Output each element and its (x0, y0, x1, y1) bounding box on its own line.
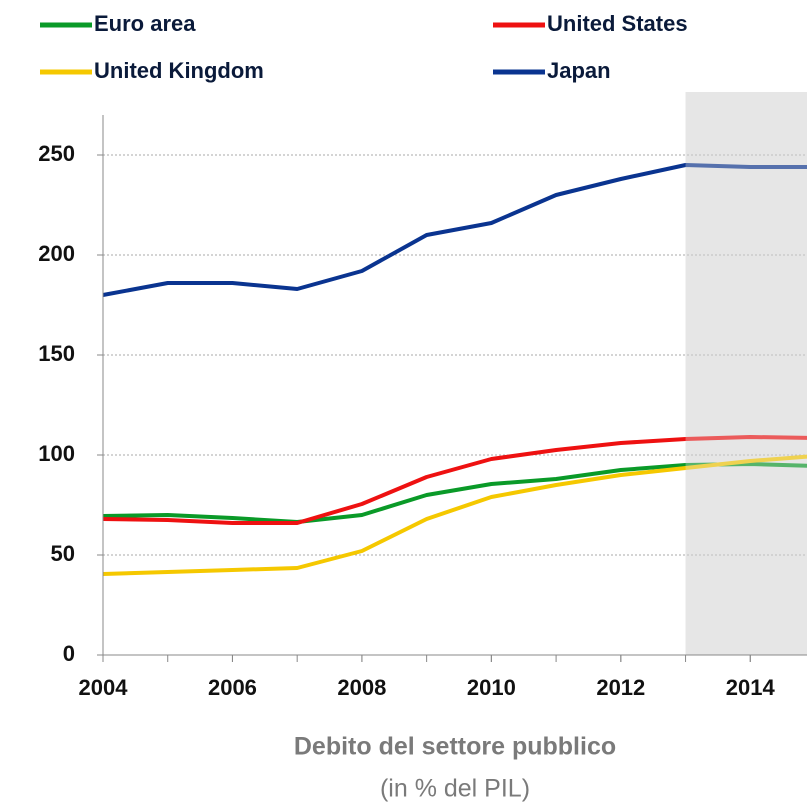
y-tick-label: 150 (38, 341, 75, 366)
x-tick-label: 2008 (337, 675, 386, 700)
x-tick-label: 2010 (467, 675, 516, 700)
legend-label: United Kingdom (94, 58, 264, 83)
forecast-region (685, 92, 807, 655)
series-line (102, 454, 807, 576)
x-tick-label: 2012 (596, 675, 645, 700)
y-tick-label: 50 (51, 541, 75, 566)
series-line (102, 163, 807, 297)
lines (102, 163, 807, 576)
y-tick-label: 200 (38, 241, 75, 266)
y-tick-label: 100 (38, 441, 75, 466)
y-tick-label: 250 (38, 141, 75, 166)
chart-title: Debito del settore pubblico (294, 733, 616, 761)
legend-label: United States (547, 11, 688, 36)
legend-label: Euro area (94, 11, 196, 36)
series-line (102, 435, 807, 525)
forecast-overlay (685, 92, 807, 655)
legend: Euro area United States United Kingdom Japa… (40, 11, 688, 83)
axes: 0 50 100 150 200 250 2004 2006 2008 2010 2012 2014 (38, 115, 807, 700)
forecast-fade (685, 92, 807, 655)
x-tick-label: 2014 (726, 675, 776, 700)
chart-subtitle: (in % del PIL) (380, 775, 530, 803)
grid (103, 154, 807, 556)
legend-label: Japan (547, 58, 611, 83)
x-tick-label: 2004 (79, 675, 129, 700)
x-tick-label: 2006 (208, 675, 257, 700)
y-tick-label: 0 (63, 641, 75, 666)
forecast-shade (685, 92, 807, 655)
